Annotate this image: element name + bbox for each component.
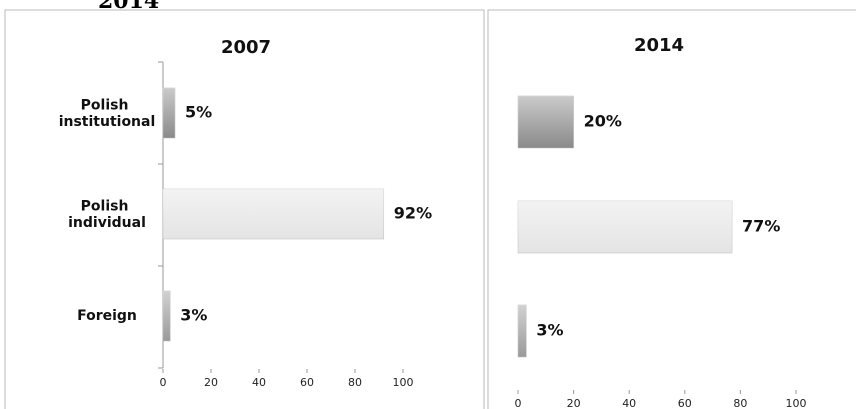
value-label: 5% xyxy=(185,103,212,122)
category-label: Polish individual xyxy=(68,198,146,231)
panel xyxy=(4,9,485,409)
x-tick-label: 20 xyxy=(567,397,581,409)
cropped-heading: 2014 xyxy=(98,0,159,14)
panel xyxy=(487,9,856,409)
bar-shade xyxy=(163,88,175,138)
x-tick-label: 100 xyxy=(393,376,414,389)
x-tick-label: 20 xyxy=(204,376,218,389)
x-tick-label: 80 xyxy=(733,397,747,409)
value-label: 20% xyxy=(584,112,622,131)
bar-shade xyxy=(518,201,733,253)
x-tick-label: 40 xyxy=(622,397,636,409)
x-tick-label: 60 xyxy=(678,397,692,409)
x-tick-label: 0 xyxy=(515,397,522,409)
value-label: 3% xyxy=(180,306,207,325)
chart-title: 2007 xyxy=(221,37,271,58)
x-tick-label: 100 xyxy=(786,397,807,409)
x-tick-label: 0 xyxy=(160,376,167,389)
value-label: 77% xyxy=(742,217,780,236)
x-tick-label: 80 xyxy=(348,376,362,389)
value-label: 92% xyxy=(394,204,432,223)
bar-shade xyxy=(518,305,527,357)
x-tick-label: 40 xyxy=(252,376,266,389)
bar-shade xyxy=(163,189,384,239)
bar-shade xyxy=(163,291,171,341)
category-label: Polish institutional xyxy=(59,97,156,130)
category-label: Foreign xyxy=(77,308,137,324)
bar-shade xyxy=(518,96,574,148)
chart-title: 2014 xyxy=(634,35,684,56)
x-tick-label: 60 xyxy=(300,376,314,389)
value-label: 3% xyxy=(536,321,563,340)
